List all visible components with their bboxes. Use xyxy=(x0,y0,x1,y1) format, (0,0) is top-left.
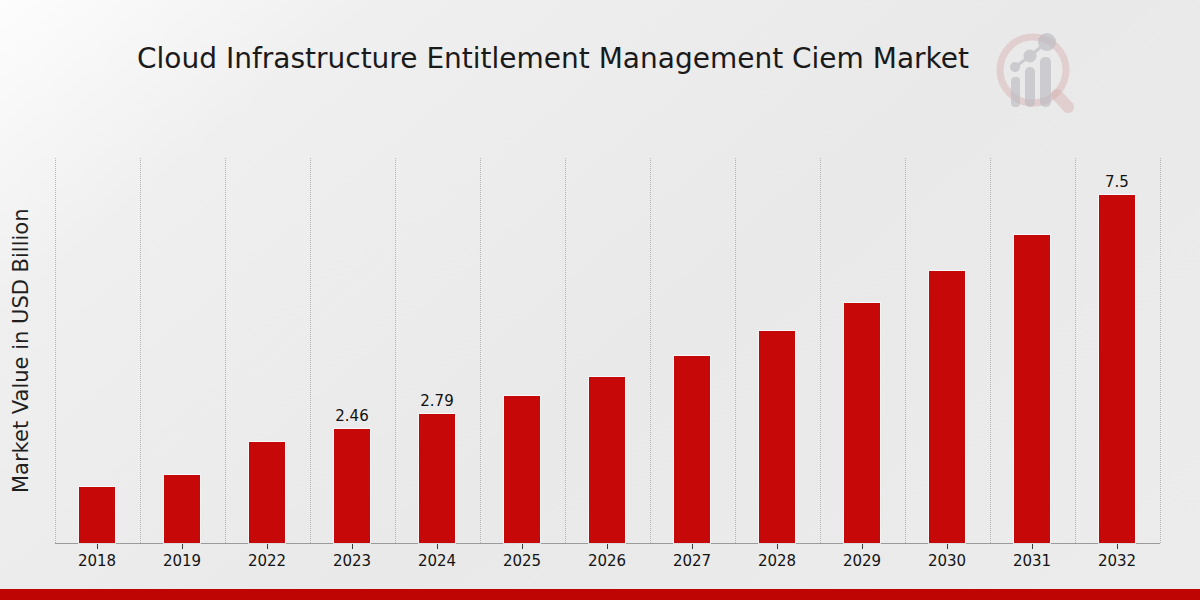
gridline xyxy=(140,158,141,543)
axis-tick xyxy=(607,544,608,549)
gridline xyxy=(395,158,396,543)
bar-2026 xyxy=(589,377,625,543)
axis-tick xyxy=(692,544,693,549)
gridline xyxy=(55,158,56,543)
bar-2018 xyxy=(79,487,115,543)
x-tick-label-2024: 2024 xyxy=(392,552,482,570)
bar-value-label-2023: 2.46 xyxy=(307,407,397,425)
axis-tick xyxy=(352,544,353,549)
x-tick-label-2025: 2025 xyxy=(477,552,567,570)
axis-tick xyxy=(267,544,268,549)
axis-tick xyxy=(1032,544,1033,549)
bar-2031 xyxy=(1014,235,1050,543)
x-tick-label-2019: 2019 xyxy=(137,552,227,570)
gridline xyxy=(1075,158,1076,543)
gridline xyxy=(990,158,991,543)
bar-2024 xyxy=(419,414,455,543)
bar-2027 xyxy=(674,356,710,543)
gridline xyxy=(1160,158,1161,543)
axis-tick xyxy=(1117,544,1118,549)
bar-value-label-2032: 7.5 xyxy=(1072,173,1162,191)
axis-tick xyxy=(862,544,863,549)
bar-2032 xyxy=(1099,195,1135,543)
bar-2023 xyxy=(334,429,370,543)
gridline xyxy=(480,158,481,543)
gridline xyxy=(310,158,311,543)
x-tick-label-2026: 2026 xyxy=(562,552,652,570)
bar-2028 xyxy=(759,331,795,543)
gridline xyxy=(650,158,651,543)
x-tick-label-2027: 2027 xyxy=(647,552,737,570)
gridline xyxy=(905,158,906,543)
axis-tick xyxy=(437,544,438,549)
gridline xyxy=(820,158,821,543)
axis-tick xyxy=(97,544,98,549)
axis-tick xyxy=(777,544,778,549)
x-tick-label-2031: 2031 xyxy=(987,552,1077,570)
bar-value-label-2024: 2.79 xyxy=(392,392,482,410)
axis-tick xyxy=(182,544,183,549)
bar-2025 xyxy=(504,396,540,543)
x-tick-label-2029: 2029 xyxy=(817,552,907,570)
gridline xyxy=(565,158,566,543)
chart-canvas: Cloud Infrastructure Entitlement Managem… xyxy=(0,0,1200,600)
plot-area: 201820192022 2.46 2023 2.79 2024202520262027… xyxy=(0,0,1200,600)
x-tick-label-2022: 2022 xyxy=(222,552,312,570)
x-tick-label-2032: 2032 xyxy=(1072,552,1162,570)
x-tick-label-2018: 2018 xyxy=(52,552,142,570)
bar-2022 xyxy=(249,442,285,543)
x-tick-label-2023: 2023 xyxy=(307,552,397,570)
bar-2030 xyxy=(929,271,965,543)
x-tick-label-2028: 2028 xyxy=(732,552,822,570)
x-tick-label-2030: 2030 xyxy=(902,552,992,570)
axis-tick xyxy=(947,544,948,549)
bar-2029 xyxy=(844,303,880,543)
gridline xyxy=(735,158,736,543)
gridline xyxy=(225,158,226,543)
axis-tick xyxy=(522,544,523,549)
footer-accent-band xyxy=(0,589,1200,600)
bar-2019 xyxy=(164,475,200,543)
